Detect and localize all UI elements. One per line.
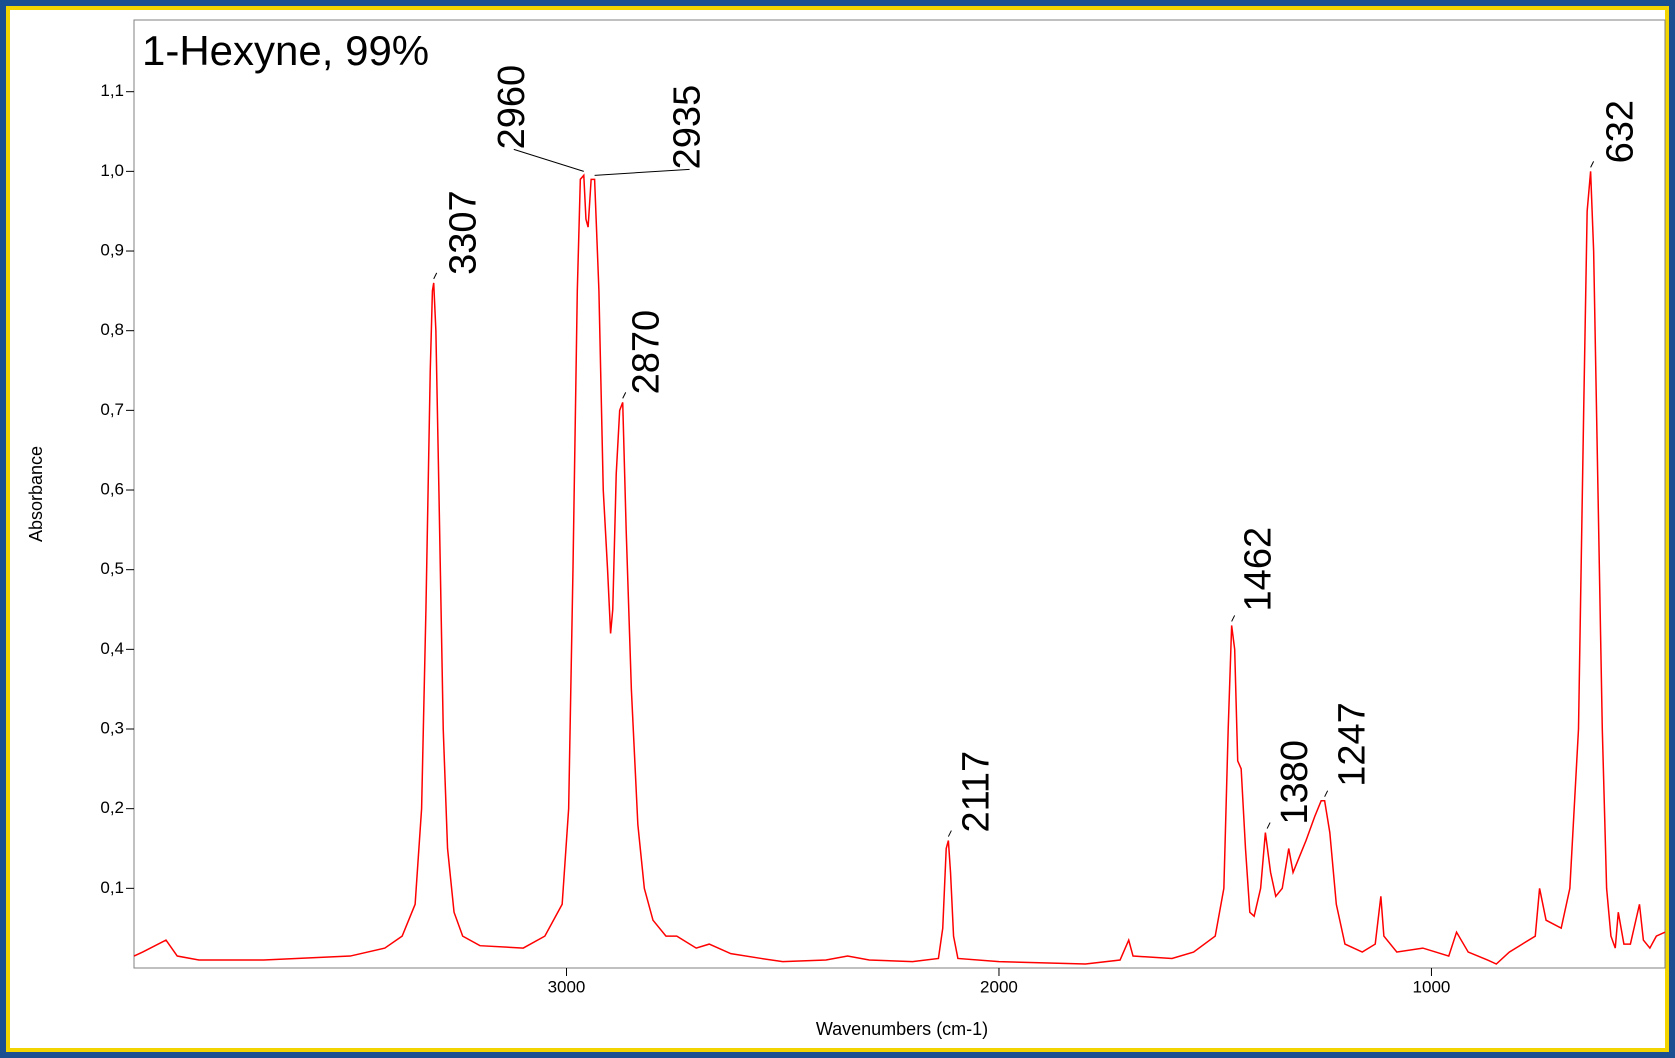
- peak-leader: [1590, 161, 1595, 168]
- peak-label: 1380: [1274, 740, 1316, 825]
- x-tick-label: 2000: [980, 977, 1018, 996]
- peak-leader: [513, 148, 584, 172]
- y-tick-label: 0,1: [100, 878, 124, 897]
- peak-label: 2117: [955, 751, 997, 833]
- y-tick-label: 1,0: [100, 161, 124, 180]
- x-tick-label: 1000: [1413, 977, 1451, 996]
- peak-label: 632: [1600, 100, 1642, 163]
- y-tick-label: 0,2: [100, 798, 124, 817]
- peak-leader: [594, 168, 690, 176]
- peak-leader: [622, 392, 627, 399]
- y-tick-label: 0,8: [100, 320, 124, 339]
- x-axis-label: Wavenumbers (cm-1): [816, 1019, 988, 1039]
- y-tick-label: 0,6: [100, 480, 124, 499]
- peak-leader: [1324, 790, 1329, 797]
- peak-leader: [947, 830, 952, 837]
- y-tick-label: 0,3: [100, 718, 124, 737]
- peak-leader: [1231, 615, 1236, 622]
- y-tick-label: 0,9: [100, 241, 124, 260]
- peak-label: 2870: [626, 310, 668, 395]
- y-tick-label: 0,5: [100, 559, 124, 578]
- peak-label: 2960: [491, 65, 533, 150]
- peak-leader: [433, 272, 438, 280]
- peak-label: 1462: [1238, 527, 1280, 612]
- spectrum-line: [133, 171, 1666, 965]
- peak-label: 3307: [443, 190, 485, 275]
- y-tick-label: 1,1: [100, 81, 124, 100]
- peak-leader: [1266, 822, 1271, 829]
- chart-title: 1-Hexyne, 99%: [142, 27, 429, 74]
- plot-area: [133, 19, 1666, 969]
- x-tick-label: 3000: [548, 977, 586, 996]
- y-axis-label: Absorbance: [26, 446, 46, 542]
- y-tick-label: 0,7: [100, 400, 124, 419]
- y-tick-label: 0,4: [100, 639, 124, 658]
- peak-label: 2935: [667, 85, 709, 170]
- peak-label: 1247: [1332, 702, 1374, 787]
